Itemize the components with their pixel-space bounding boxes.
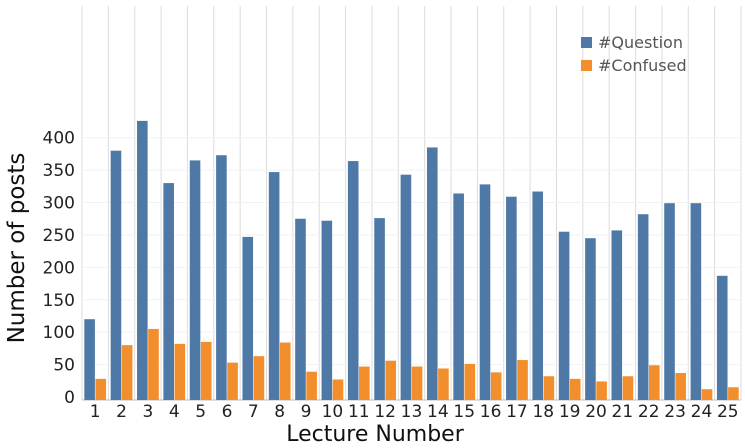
bar-question	[400, 174, 412, 400]
bar-question	[347, 161, 359, 400]
bar-confused	[728, 387, 739, 400]
bar-question	[453, 193, 464, 400]
bar-confused	[174, 343, 186, 400]
bar-question	[321, 220, 333, 400]
y-tick-label: 50	[53, 356, 75, 376]
x-tick-label: 9	[301, 402, 312, 422]
y-tick-label: 250	[43, 226, 75, 246]
bar-question	[163, 183, 174, 400]
x-tick-label: 13	[401, 402, 423, 422]
x-tick-label: 10	[322, 402, 344, 422]
y-tick-label: 100	[43, 323, 75, 343]
bar-confused	[438, 368, 449, 400]
bar-question	[137, 120, 148, 401]
x-tick-label: 14	[427, 402, 449, 422]
x-tick-label: 7	[248, 402, 259, 422]
bar-question	[242, 236, 254, 400]
bar-confused	[332, 379, 344, 400]
y-tick-label: 350	[43, 161, 75, 181]
bar-question	[268, 172, 280, 400]
x-tick-label: 23	[664, 402, 686, 422]
x-tick-label: 11	[348, 402, 370, 422]
x-axis-ticks: 1 2 3 4 5 6 7 8 9 10 11 12 13 14 15 16 17 18 19 20 21 22 23 24 2…	[90, 402, 739, 422]
bar-confused	[649, 365, 660, 400]
bar-question	[664, 203, 675, 400]
bar-confused	[464, 363, 476, 400]
bar-confused	[675, 373, 686, 400]
legend-label-question: #Question	[598, 33, 683, 52]
bar-question	[690, 203, 702, 400]
bar-question	[532, 191, 544, 400]
bar-confused	[359, 366, 370, 400]
x-tick-label: 17	[506, 402, 528, 422]
x-tick-label: 20	[585, 402, 607, 422]
x-tick-label: 4	[169, 402, 180, 422]
x-tick-label: 22	[638, 402, 660, 422]
legend-swatch-question	[581, 37, 592, 48]
x-tick-label: 16	[480, 402, 502, 422]
y-tick-label: 150	[43, 291, 75, 311]
bar-confused	[385, 360, 397, 400]
x-tick-label: 1	[90, 402, 101, 422]
bar-confused	[569, 378, 581, 400]
bar-question	[558, 231, 570, 400]
bar-question	[506, 196, 517, 400]
bar-question	[426, 147, 438, 400]
bar-confused	[306, 371, 317, 400]
bar-confused	[227, 362, 238, 400]
x-tick-label: 12	[374, 402, 396, 422]
bar-question	[637, 214, 649, 400]
y-axis-title: Number of posts	[4, 153, 30, 344]
bar-confused	[200, 341, 212, 400]
x-tick-label: 19	[559, 402, 581, 422]
y-tick-label: 0	[64, 388, 75, 408]
bar-question	[611, 230, 623, 400]
bar-question	[374, 218, 385, 400]
legend: #Question #Confused	[581, 33, 687, 75]
x-tick-label: 5	[195, 402, 206, 422]
bar-question	[585, 238, 596, 400]
grid-lines	[81, 6, 742, 401]
bar-confused	[490, 372, 502, 400]
y-axis-ticks: 0 50 100 150 200 250 300 350 400	[43, 129, 75, 408]
x-tick-label: 15	[453, 402, 475, 422]
x-axis-title: Lecture Number	[286, 422, 464, 447]
bar-question	[110, 150, 122, 400]
bar-confused	[148, 328, 159, 400]
bar-confused	[279, 342, 291, 400]
x-tick-label: 3	[142, 402, 153, 422]
bar-confused	[622, 376, 634, 400]
bar-confused	[253, 356, 265, 400]
x-tick-label: 24	[691, 402, 713, 422]
bar-question	[216, 155, 227, 400]
y-tick-label: 300	[43, 194, 75, 214]
bars	[84, 120, 739, 401]
y-tick-label: 400	[43, 129, 75, 149]
bar-confused	[543, 376, 555, 400]
bar-confused	[95, 378, 107, 400]
bar-confused	[121, 345, 133, 400]
bar-question	[189, 160, 201, 400]
bar-question	[479, 184, 491, 400]
bar-question	[295, 218, 306, 400]
x-tick-label: 21	[612, 402, 634, 422]
legend-swatch-confused	[581, 60, 592, 71]
bar-confused	[701, 389, 713, 400]
y-tick-label: 200	[43, 258, 75, 278]
bar-confused	[596, 381, 607, 400]
bar-question	[84, 319, 95, 400]
legend-label-confused: #Confused	[598, 56, 687, 75]
bar-confused	[517, 360, 528, 400]
x-tick-label: 6	[222, 402, 233, 422]
x-tick-label: 2	[116, 402, 127, 422]
x-tick-label: 8	[274, 402, 285, 422]
x-tick-label: 25	[717, 402, 739, 422]
bar-confused	[411, 366, 423, 400]
x-tick-label: 18	[532, 402, 554, 422]
bar-question	[716, 275, 728, 400]
